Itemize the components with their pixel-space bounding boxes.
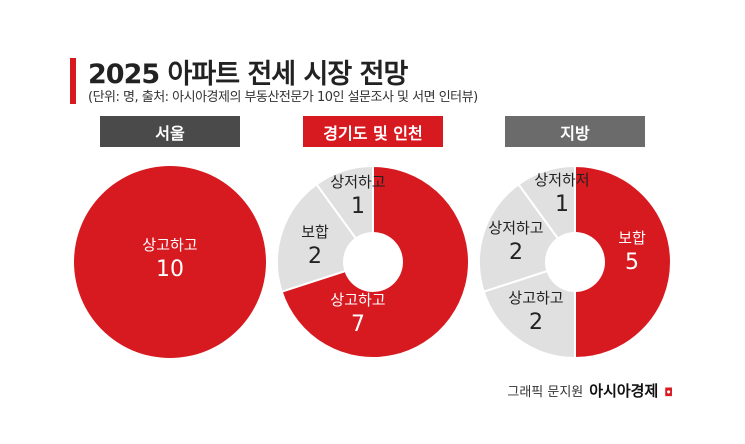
slice-value: 1	[351, 194, 365, 219]
page-title: 2025 아파트 전세 시장 전망	[88, 59, 408, 90]
chart-header-seoul: 서울	[100, 116, 240, 147]
slice-label: 상고하고	[330, 291, 385, 309]
credit: 그래픽 문지원 아시아경제 ◘	[507, 380, 673, 401]
chart-header-region: 지방	[505, 116, 645, 147]
credit-prefix: 그래픽 문지원	[507, 385, 584, 400]
slice-label: 보합	[618, 229, 646, 247]
donut-hole	[343, 232, 403, 292]
slice-label: 상고하고	[142, 236, 197, 254]
slice-label: 상저하고	[330, 173, 385, 191]
slice-value: 1	[555, 192, 569, 217]
slice-label: 상저하저	[534, 171, 589, 189]
chart-header-gyeonggi: 경기도 및 인천	[303, 116, 443, 147]
slice-value: 5	[625, 250, 639, 275]
slice-value: 7	[351, 312, 365, 337]
pie-slice	[482, 260, 576, 360]
page-subtitle: (단위: 명, 출처: 아시아경제의 부동산전문가 10인 설문조사 및 서면 …	[88, 90, 478, 105]
pie-slice	[74, 166, 266, 358]
pie-slice	[574, 164, 672, 360]
slice-value: 2	[509, 240, 523, 265]
slice-value: 2	[529, 310, 543, 335]
slice-label: 상저하고	[488, 219, 543, 237]
brand-mark-icon: ◘	[664, 386, 673, 399]
credit-brand: 아시아경제	[589, 382, 659, 400]
slice-value: 10	[156, 257, 184, 282]
donut-hole	[545, 232, 605, 292]
slice-label: 상고하고	[508, 289, 563, 307]
slice-value: 2	[308, 244, 322, 269]
title-accent-bar	[70, 58, 76, 104]
slice-label: 보합	[301, 223, 329, 241]
